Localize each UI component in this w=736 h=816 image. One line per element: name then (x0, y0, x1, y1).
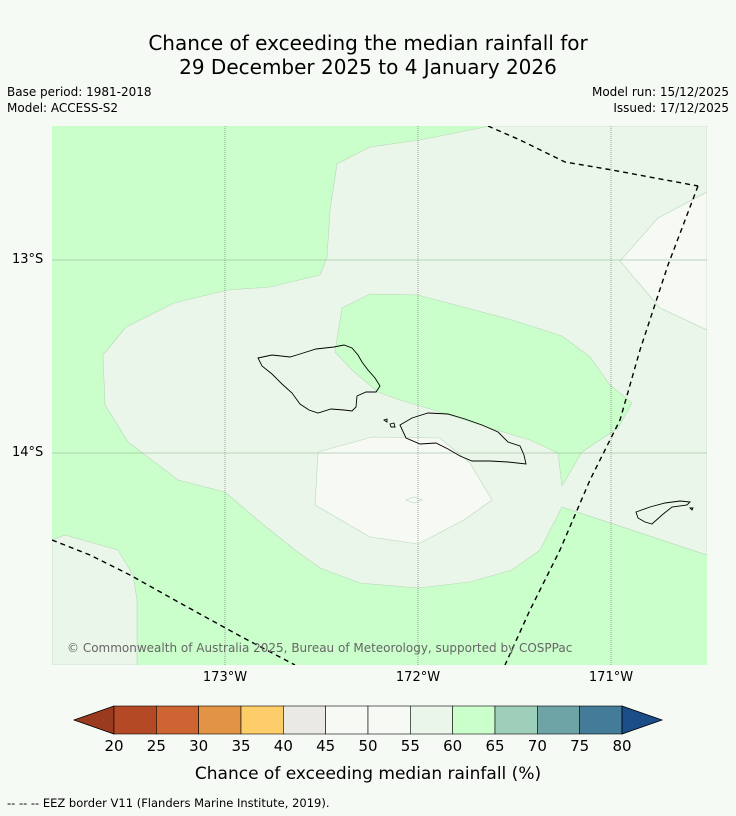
copyright-notice: © Commonwealth of Australia 2025, Bureau… (67, 641, 573, 655)
region-55-60-sw (52, 534, 138, 665)
title-line-2: 29 December 2025 to 4 January 2026 (179, 55, 557, 79)
eez-border-east (504, 185, 699, 665)
lat-label-14s: 14°S (12, 445, 44, 460)
colorbar-bin (410, 705, 453, 735)
colorbar-bin (198, 705, 242, 735)
model-run: Model run: 15/12/2025 (591, 85, 729, 99)
colorbar-bin (283, 705, 326, 735)
colorbar-over-triangle (621, 705, 664, 735)
colorbar (72, 705, 664, 735)
lat-label-13s: 13°S (12, 252, 44, 267)
colorbar-tick-label: 80 (612, 737, 632, 755)
colorbar-tick-label: 70 (527, 737, 547, 755)
colorbar-tick-label: 20 (104, 737, 124, 755)
colorbar-tick-label: 30 (189, 737, 209, 755)
region-45-55-east (619, 191, 707, 331)
colorbar-bin (113, 705, 157, 735)
tutuila-island (635, 500, 691, 525)
colorbar-bin (240, 705, 284, 735)
colorbar-tick-label: 60 (443, 737, 463, 755)
colorbar-tick-label: 40 (273, 737, 293, 755)
lon-label-173w: 173°W (202, 670, 248, 685)
eez-border-north (487, 126, 699, 187)
savaii-island (257, 344, 381, 414)
region-60-65-inner (334, 293, 633, 487)
colorbar-tick-label: 55 (400, 737, 420, 755)
colorbar-under-triangle (72, 705, 115, 735)
colorbar-tick-label: 45 (316, 737, 336, 755)
colorbar-bin (452, 705, 496, 735)
title-line-1: Chance of exceeding the median rainfall … (148, 31, 588, 55)
base-period: Base period: 1981-2018 (7, 85, 152, 99)
colorbar-bin (156, 705, 199, 735)
issued-date: Issued: 17/12/2025 (613, 101, 729, 115)
model-name: Model: ACCESS-S2 (7, 101, 119, 115)
lon-label-172w: 172°W (395, 670, 441, 685)
colorbar-label: Chance of exceeding median rainfall (%) (194, 764, 542, 784)
colorbar-bin (579, 705, 623, 735)
lon-label-171w: 171°W (588, 670, 634, 685)
eez-footnote: -- -- -- EEZ border V11 (Flanders Marine… (7, 796, 330, 810)
colorbar-bin (537, 705, 580, 735)
colorbar-bin (494, 705, 538, 735)
colorbar-bin (367, 705, 411, 735)
upolu-island (399, 412, 527, 465)
colorbar-tick-label: 75 (570, 737, 590, 755)
colorbar-tick-label: 35 (231, 737, 251, 755)
colorbar-tick-label: 50 (358, 737, 378, 755)
colorbar-bin (325, 705, 369, 735)
colorbar-tick-label: 65 (485, 737, 505, 755)
colorbar-tick-label: 25 (146, 737, 166, 755)
